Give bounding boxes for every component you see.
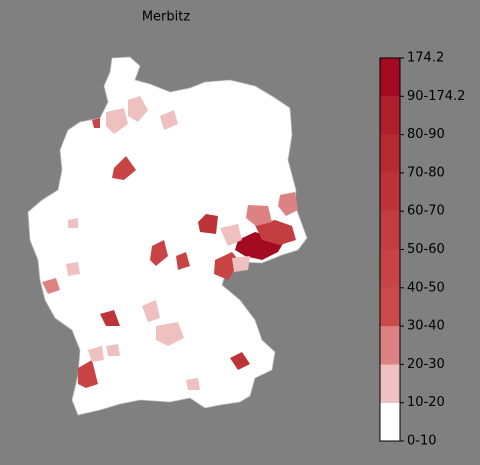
colorbar: 0-10 10-20 20-30 30-40 40-50 50-60 60-70 70-80 8… <box>379 51 465 449</box>
region <box>142 300 160 322</box>
colorbar-label: 90-174.2 <box>407 89 465 104</box>
region <box>278 192 298 216</box>
region <box>106 344 120 356</box>
colorbar-label: 20-30 <box>407 357 445 372</box>
colorbar-segment <box>380 58 400 97</box>
region <box>160 110 178 130</box>
colorbar-segment <box>380 364 400 403</box>
colorbar-label: 40-50 <box>407 280 445 295</box>
colorbar-segment <box>380 326 400 365</box>
colorbar-segment <box>380 172 400 212</box>
colorbar-label: 10-20 <box>407 395 445 410</box>
colorbar-label: 80-90 <box>407 127 445 142</box>
region <box>186 378 200 390</box>
region <box>78 360 98 388</box>
map-title: Merbitz <box>142 10 191 25</box>
region <box>156 322 184 346</box>
region <box>100 310 120 326</box>
region <box>198 214 218 234</box>
colorbar-label: 50-60 <box>407 242 445 257</box>
colorbar-segment <box>380 249 400 288</box>
colorbar-segment <box>380 211 400 250</box>
region <box>66 262 80 276</box>
region <box>92 118 100 128</box>
country-outline <box>27 56 308 416</box>
map <box>27 56 308 416</box>
colorbar-segment <box>380 96 400 135</box>
region <box>128 96 148 122</box>
region <box>42 278 60 294</box>
region <box>106 108 128 134</box>
region <box>230 352 250 370</box>
region <box>176 252 190 270</box>
colorbar-label: 30-40 <box>407 319 445 334</box>
colorbar-segment <box>380 287 400 327</box>
region <box>68 218 78 228</box>
region <box>88 346 104 362</box>
colorbar-label: 174.2 <box>407 51 444 66</box>
colorbar-label: 0-10 <box>407 434 437 449</box>
region <box>246 205 272 226</box>
colorbar-label: 70-80 <box>407 165 445 180</box>
colorbar-segment <box>380 134 400 173</box>
region <box>255 220 296 245</box>
region <box>112 156 136 180</box>
colorbar-label: 60-70 <box>407 204 445 219</box>
colorbar-segment <box>380 402 400 441</box>
region <box>232 256 250 272</box>
region <box>220 224 242 246</box>
region <box>150 240 168 266</box>
